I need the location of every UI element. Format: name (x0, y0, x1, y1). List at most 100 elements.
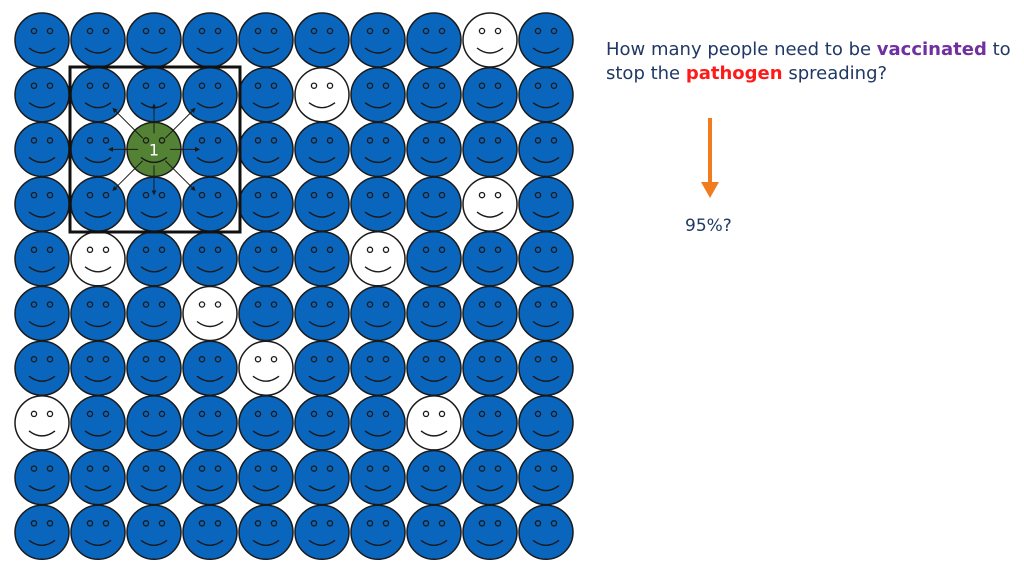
vaccinated-person-icon (350, 12, 406, 68)
vaccinated-person-icon (182, 395, 238, 451)
vaccinated-person-icon (238, 504, 294, 561)
vaccinated-person-icon (238, 12, 294, 68)
question-text: How many people need to be vaccinated to… (606, 38, 1016, 86)
vaccinated-person-icon (462, 285, 518, 342)
unvaccinated-person-icon (182, 285, 238, 342)
unvaccinated-person-icon (462, 12, 518, 68)
spread-arrow (164, 107, 196, 139)
vaccinated-person-icon (126, 395, 182, 451)
vaccinated-person-icon (70, 12, 126, 68)
vaccinated-person-icon (462, 66, 518, 123)
vaccinated-person-icon (294, 449, 350, 506)
vaccinated-person-icon (518, 395, 574, 451)
vaccinated-person-icon (518, 340, 574, 396)
vaccinated-person-icon (462, 395, 518, 451)
vaccinated-person-icon (238, 285, 294, 342)
vaccinated-person-icon (518, 231, 574, 287)
vaccinated-person-icon (406, 504, 462, 561)
vaccinated-person-icon (182, 504, 238, 561)
vaccinated-person-icon (294, 340, 350, 396)
vaccinated-person-icon (350, 285, 406, 342)
vaccinated-person-icon (350, 449, 406, 506)
vaccinated-person-icon (14, 231, 70, 287)
vaccinated-person-icon (126, 340, 182, 396)
vaccinated-person-icon (238, 395, 294, 451)
vaccinated-person-icon (406, 340, 462, 396)
vaccinated-person-icon (14, 121, 70, 178)
down-arrow-icon (701, 118, 719, 198)
vaccinated-person-icon (350, 504, 406, 561)
spread-arrow (164, 160, 196, 192)
vaccinated-person-icon (518, 504, 574, 561)
vaccinated-person-icon (70, 285, 126, 342)
vaccinated-person-icon (14, 449, 70, 506)
vaccinated-person-icon (182, 176, 238, 232)
vaccinated-person-icon (14, 176, 70, 232)
vaccinated-person-icon (182, 340, 238, 396)
vaccinated-person-icon (294, 12, 350, 68)
vaccinated-person-icon (14, 66, 70, 123)
vaccinated-person-icon (70, 176, 126, 232)
spread-arrows (108, 103, 200, 196)
infected-count-label: 1 (149, 140, 159, 159)
vaccinated-person-icon (462, 231, 518, 287)
vaccinated-person-icon (406, 121, 462, 178)
vaccinated-person-icon (14, 504, 70, 561)
vaccinated-person-icon (294, 285, 350, 342)
unvaccinated-person-icon (14, 395, 70, 451)
vaccinated-person-icon (350, 66, 406, 123)
vaccinated-person-icon (182, 449, 238, 506)
spread-arrow (112, 107, 144, 139)
unvaccinated-person-icon (294, 66, 350, 123)
vaccinated-person-icon (518, 12, 574, 68)
vaccinated-person-icon (238, 121, 294, 178)
question-part-2: to stop the (606, 39, 1011, 84)
question-part-3: spreading? (782, 63, 888, 84)
vaccinated-person-icon (126, 449, 182, 506)
unvaccinated-person-icon (238, 340, 294, 396)
vaccinated-person-icon (182, 231, 238, 287)
vaccinated-person-icon (14, 285, 70, 342)
vaccinated-person-icon (350, 176, 406, 232)
vaccinated-person-icon (182, 12, 238, 68)
vaccinated-person-icon (294, 121, 350, 178)
vaccinated-person-icon (350, 340, 406, 396)
vaccinated-person-icon (238, 231, 294, 287)
vaccinated-person-icon (70, 395, 126, 451)
vaccinated-person-icon (70, 504, 126, 561)
vaccinated-person-icon (14, 340, 70, 396)
vaccinated-person-icon (518, 176, 574, 232)
vaccinated-person-icon (462, 121, 518, 178)
vaccinated-person-icon (406, 285, 462, 342)
question-part-1: How many people need to be (606, 39, 877, 60)
vaccinated-person-icon (294, 395, 350, 451)
contact-neighborhood-box (68, 65, 242, 234)
vaccinated-person-icon (518, 121, 574, 178)
spread-arrow (112, 160, 144, 192)
vaccinated-person-icon (126, 12, 182, 68)
population-grid: 1 (14, 12, 574, 561)
vaccinated-person-icon (294, 504, 350, 561)
vaccinated-person-icon (518, 66, 574, 123)
unvaccinated-person-icon (70, 231, 126, 287)
unvaccinated-person-icon (406, 395, 462, 451)
vaccinated-person-icon (350, 395, 406, 451)
vaccinated-person-icon (70, 449, 126, 506)
vaccinated-person-icon (462, 504, 518, 561)
vaccinated-person-icon (238, 176, 294, 232)
vaccinated-person-icon (294, 176, 350, 232)
vaccinated-person-icon (70, 340, 126, 396)
vaccinated-person-icon (126, 504, 182, 561)
vaccinated-person-icon (126, 285, 182, 342)
vaccinated-person-icon (518, 449, 574, 506)
pathogen-highlight: pathogen (685, 63, 783, 84)
vaccinated-person-icon (294, 231, 350, 287)
vaccinated-person-icon (238, 66, 294, 123)
vaccinated-person-icon (462, 449, 518, 506)
unvaccinated-person-icon (350, 231, 406, 287)
vaccinated-person-icon (406, 231, 462, 287)
vaccinated-person-icon (182, 66, 238, 123)
vaccinated-person-icon (406, 176, 462, 232)
vaccinated-person-icon (350, 121, 406, 178)
vaccinated-person-icon (70, 66, 126, 123)
